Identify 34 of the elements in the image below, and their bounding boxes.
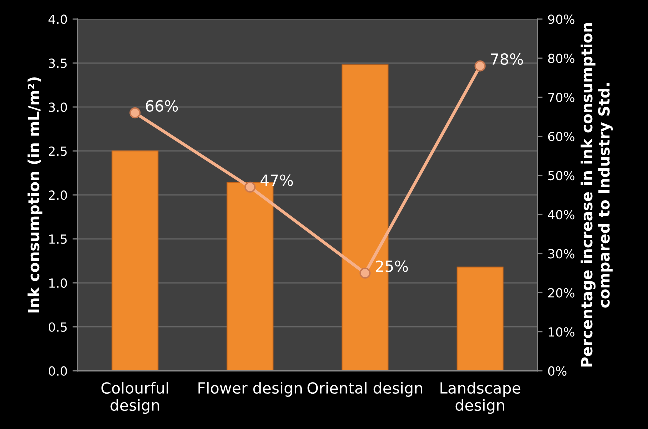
y2-tick-label: 60% <box>548 132 575 142</box>
x-tick-label: Colourful design <box>102 382 168 414</box>
point <box>360 268 371 279</box>
y2-tick-label: 90% <box>548 14 575 24</box>
y2-tick-label: 40% <box>548 210 575 220</box>
point <box>244 182 256 193</box>
data-label: 47% <box>260 174 294 186</box>
y-tick-label: 0.0 <box>48 366 68 376</box>
x-tick-label: Flower design <box>198 382 302 397</box>
y-tick-label: 1.5 <box>50 234 67 244</box>
y-tick-label: 3.0 <box>49 102 68 112</box>
y2-tick-label: 0% <box>548 366 567 376</box>
y-axis-title: Ink consumption (in mL/m²) <box>28 78 43 313</box>
y-tick-label: 3.5 <box>49 58 67 68</box>
y-tick-label: 4.0 <box>48 14 68 24</box>
x-tick-label: Oriental design <box>308 382 422 397</box>
y2-tick-label: 10% <box>548 327 575 337</box>
y2-tick-label: 70% <box>548 92 575 102</box>
bar <box>456 266 504 372</box>
y-tick-label: 2.5 <box>49 146 67 156</box>
y2-tick-label: 30% <box>548 249 575 259</box>
data-label: 66% <box>146 100 178 112</box>
y2-tick-label: 80% <box>548 54 575 64</box>
x-tick-label: Landscape design <box>440 382 521 414</box>
y2-axis-title: Percentage increase in ink consumption compared to Industry Std. <box>580 23 614 367</box>
y2-tick-label: 20% <box>548 288 575 298</box>
point <box>130 108 141 119</box>
y2-tick-label: 50% <box>548 171 575 181</box>
y-tick-label: 1.0 <box>50 278 68 288</box>
bar <box>112 150 159 372</box>
point <box>474 60 486 72</box>
y-tick-label: 0.5 <box>48 322 67 332</box>
data-label: 78% <box>491 54 524 66</box>
y-tick-label: 2.0 <box>49 190 68 200</box>
